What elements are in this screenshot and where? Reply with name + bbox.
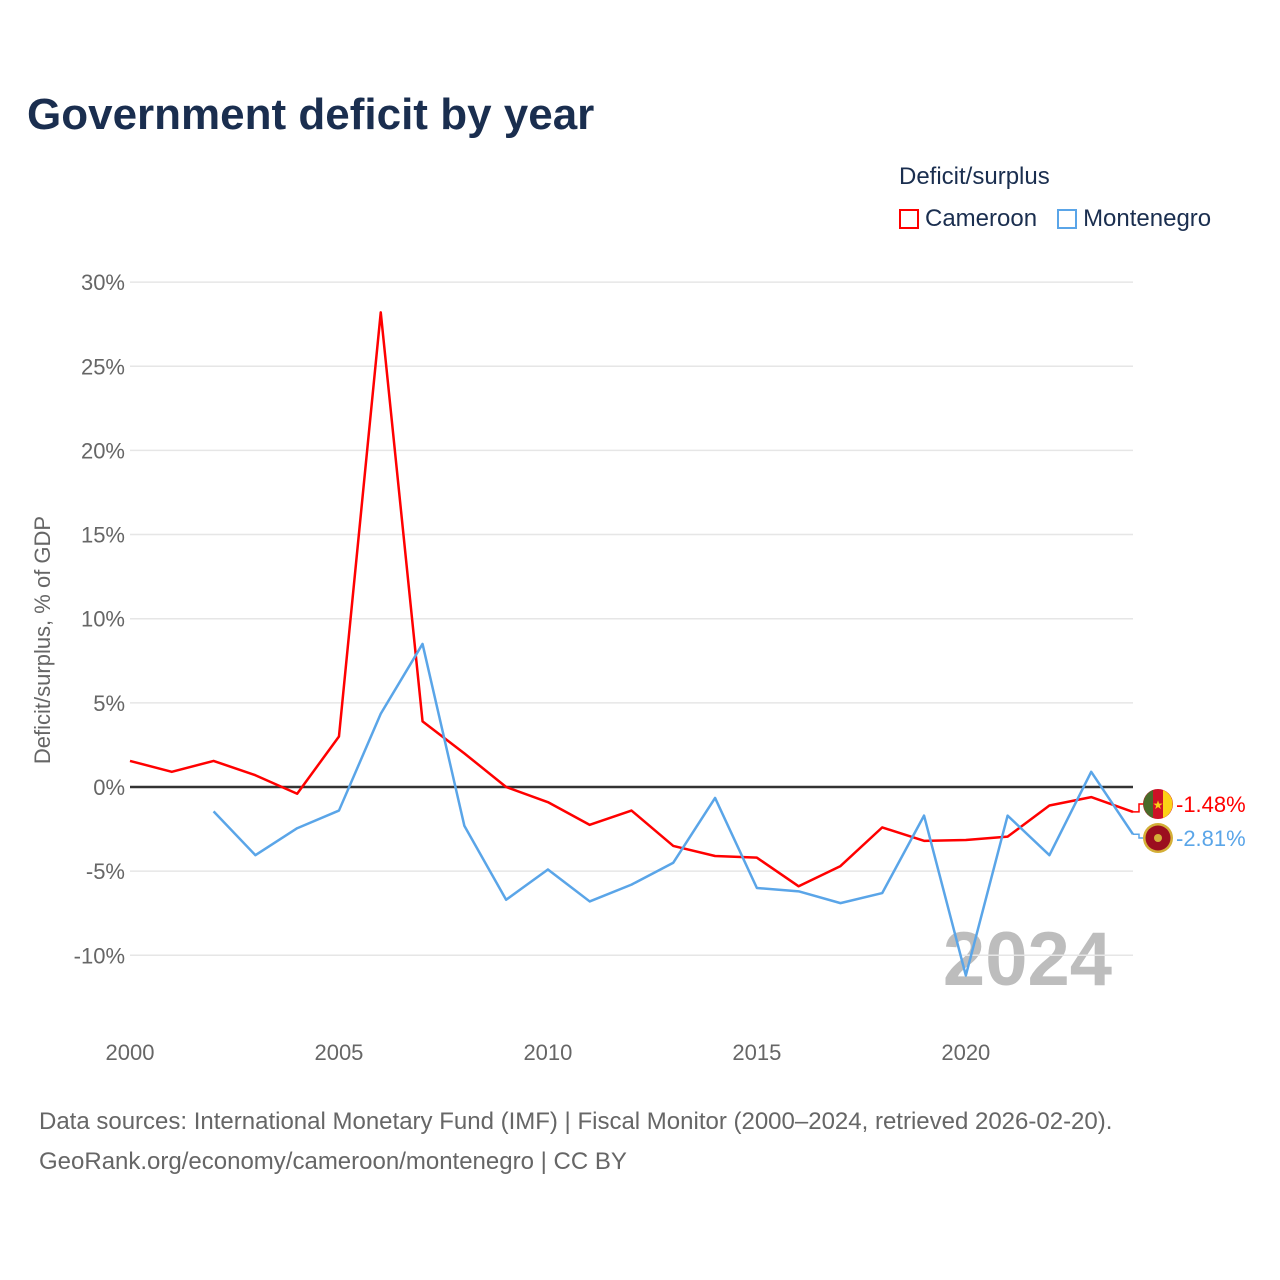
x-tick-label: 2020 [941,1040,990,1065]
series-line-montenegro [212,642,1135,977]
y-tick-label: 10% [81,607,125,632]
legend-label: Cameroon [925,205,1038,232]
end-value-label: -2.81% [1176,826,1246,851]
star-icon: ★ [1153,798,1164,812]
end-value-label: -1.48% [1176,792,1246,817]
y-tick-label: 20% [81,438,125,463]
year-watermark: 2024 [943,917,1112,1002]
flag-stripe [1143,790,1153,818]
series-line-cameroon [129,311,1134,888]
y-axis-label: Deficit/surplus, % of GDP [30,516,55,764]
x-tick-label: 2000 [106,1040,155,1065]
end-connector [1133,803,1145,813]
y-tick-label: 15% [81,523,125,548]
y-tick-label: 0% [93,775,125,800]
legend-title: Deficit/surplus [899,163,1050,190]
end-connector [1133,833,1145,839]
x-tick-label: 2015 [732,1040,781,1065]
legend-item-montenegro[interactable]: Montenegro [1057,205,1211,233]
source-link[interactable]: GeoRank.org/economy/cameroon/montenegro … [39,1148,627,1175]
legend-label: Montenegro [1083,205,1212,232]
source-text: Data sources: International Monetary Fun… [39,1108,1113,1135]
flag-stripe [1163,790,1173,818]
legend-swatch [1057,209,1078,229]
y-tick-label: -5% [86,859,125,884]
y-tick-label: 30% [81,270,125,295]
legend: Cameroon Montenegro [899,205,1211,233]
legend-item-cameroon[interactable]: Cameroon [899,205,1037,233]
legend-swatch [899,209,919,229]
y-tick-label: 5% [93,691,125,716]
y-tick-label: 25% [81,354,125,379]
y-tick-label: -10% [74,943,125,968]
x-tick-label: 2010 [523,1040,572,1065]
eagle-emblem-icon [1154,834,1162,842]
chart-title: Government deficit by year [27,90,595,139]
x-tick-label: 2005 [314,1040,363,1065]
